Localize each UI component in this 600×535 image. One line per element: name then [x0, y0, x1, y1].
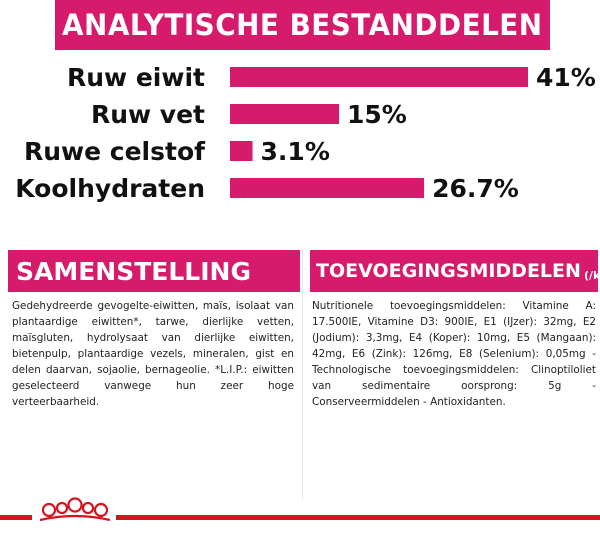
- value-label: 3.1%: [261, 137, 330, 166]
- footer-line-left: [0, 515, 32, 520]
- additives-title: TOEVOEGINGSMIDDELEN: [316, 260, 581, 282]
- value-label: 26.7%: [432, 174, 519, 203]
- additives-unit: (/kg): [583, 269, 598, 282]
- value-label: 15%: [347, 100, 407, 129]
- category-label: Ruwe celstof: [24, 137, 206, 166]
- column-divider: [302, 250, 303, 500]
- footer-line-right: [116, 515, 600, 520]
- additives-header: TOEVOEGINGSMIDDELEN (/kg): [310, 250, 598, 292]
- analysis-bar-chart: Ruw eiwit 41% Ruw vet 15% Ruwe celstof 3.1% Ko…: [15, 63, 596, 203]
- section-title-banner: ANALYTISCHE BESTANDDELEN: [55, 0, 550, 50]
- bar: [230, 178, 425, 198]
- composition-header: SAMENSTELLING: [8, 250, 300, 292]
- composition-text: Gedehydreerde gevogelte-eiwitten, maïs, …: [12, 300, 294, 408]
- category-label: Ruw eiwit: [67, 63, 205, 92]
- additives-text: Nutritionele toevoegingsmiddelen: Vitami…: [312, 300, 596, 408]
- category-label: Koolhydraten: [15, 174, 205, 203]
- section-title: ANALYTISCHE BESTANDDELEN: [62, 8, 543, 42]
- composition-title: SAMENSTELLING: [16, 256, 251, 286]
- category-label: Ruw vet: [91, 100, 205, 129]
- bar: [230, 104, 340, 124]
- value-label: 41%: [536, 63, 596, 92]
- bar: [230, 67, 528, 87]
- bar: [230, 141, 253, 161]
- royal-canin-crown-icon: [39, 497, 111, 522]
